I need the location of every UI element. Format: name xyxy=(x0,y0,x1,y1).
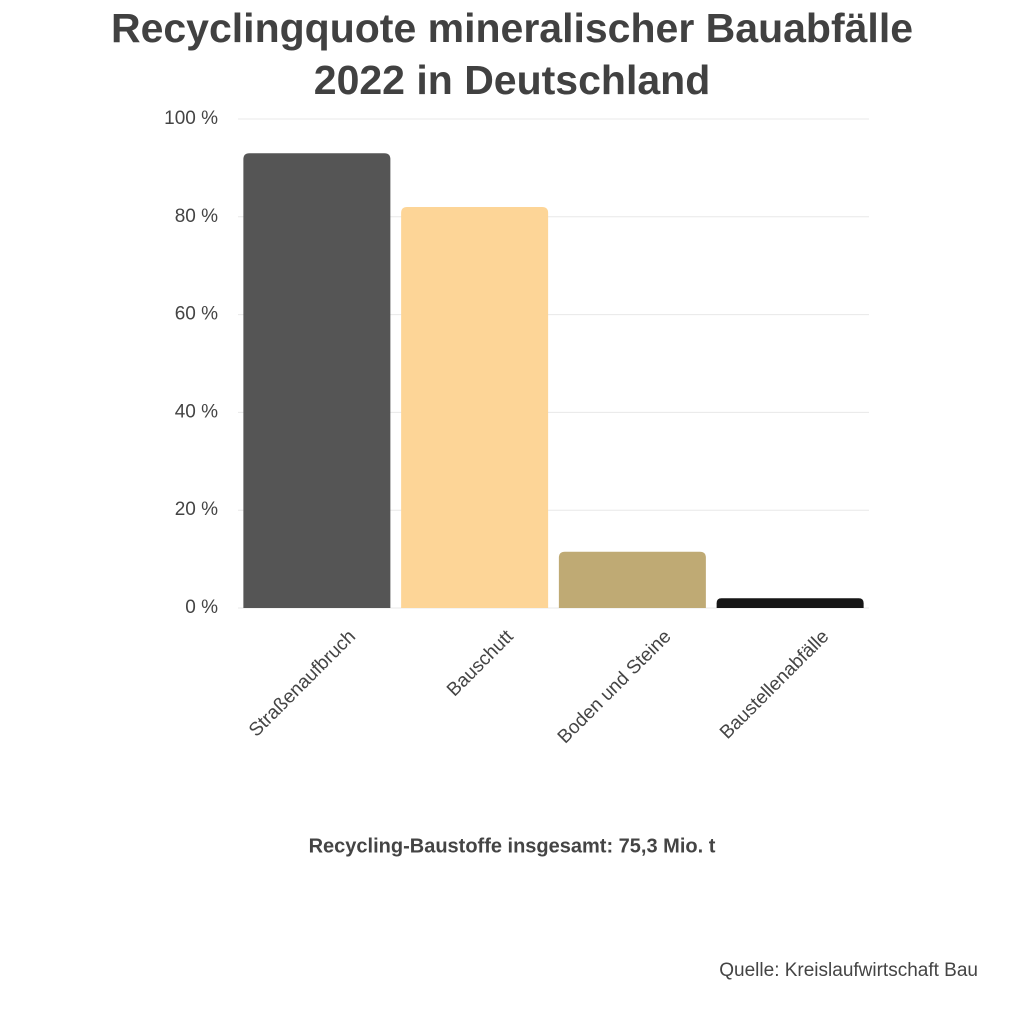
source: Quelle: Kreislaufwirtschaft Bau xyxy=(719,960,978,981)
x-tick-label: Bauschutt xyxy=(443,626,518,701)
chart-title: Recyclingquote mineralischer Bauabfälle … xyxy=(110,5,914,103)
y-tick-label: 80 % xyxy=(175,206,218,227)
bar xyxy=(716,598,864,608)
y-tick-label: 100 % xyxy=(164,108,218,129)
bar xyxy=(401,207,549,608)
x-tick-label: Straßenaufbruch xyxy=(245,626,360,741)
y-tick-label: 20 % xyxy=(175,499,218,520)
y-tick-label: 40 % xyxy=(175,401,218,422)
y-tick-label: 0 % xyxy=(185,597,218,618)
bar xyxy=(558,551,706,608)
annotation: Recycling-Baustoffe insgesamt: 75,3 Mio.… xyxy=(309,835,716,857)
x-tick-label: Baustellenabfälle xyxy=(716,626,833,743)
x-tick-label: Boden und Steine xyxy=(554,626,676,748)
bar xyxy=(243,153,391,609)
y-tick-label: 60 % xyxy=(175,304,218,325)
